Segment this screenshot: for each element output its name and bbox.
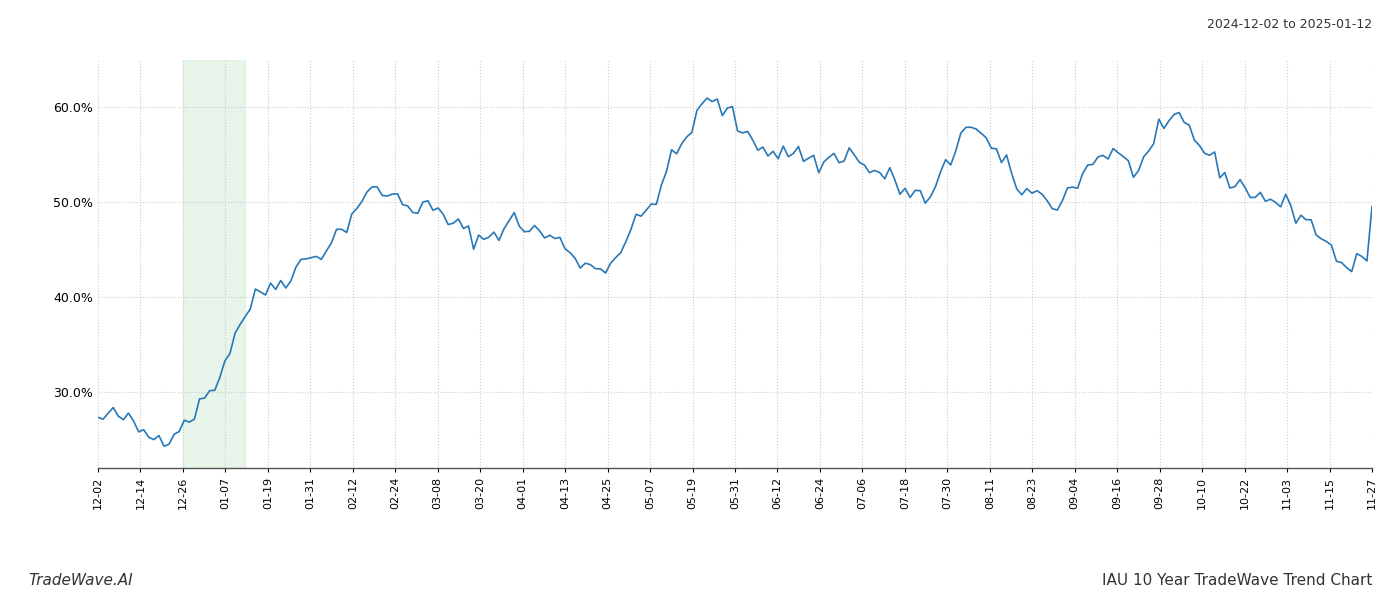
Text: IAU 10 Year TradeWave Trend Chart: IAU 10 Year TradeWave Trend Chart — [1102, 573, 1372, 588]
Text: TradeWave.AI: TradeWave.AI — [28, 573, 133, 588]
Text: 2024-12-02 to 2025-01-12: 2024-12-02 to 2025-01-12 — [1207, 18, 1372, 31]
Bar — [183, 60, 245, 468]
